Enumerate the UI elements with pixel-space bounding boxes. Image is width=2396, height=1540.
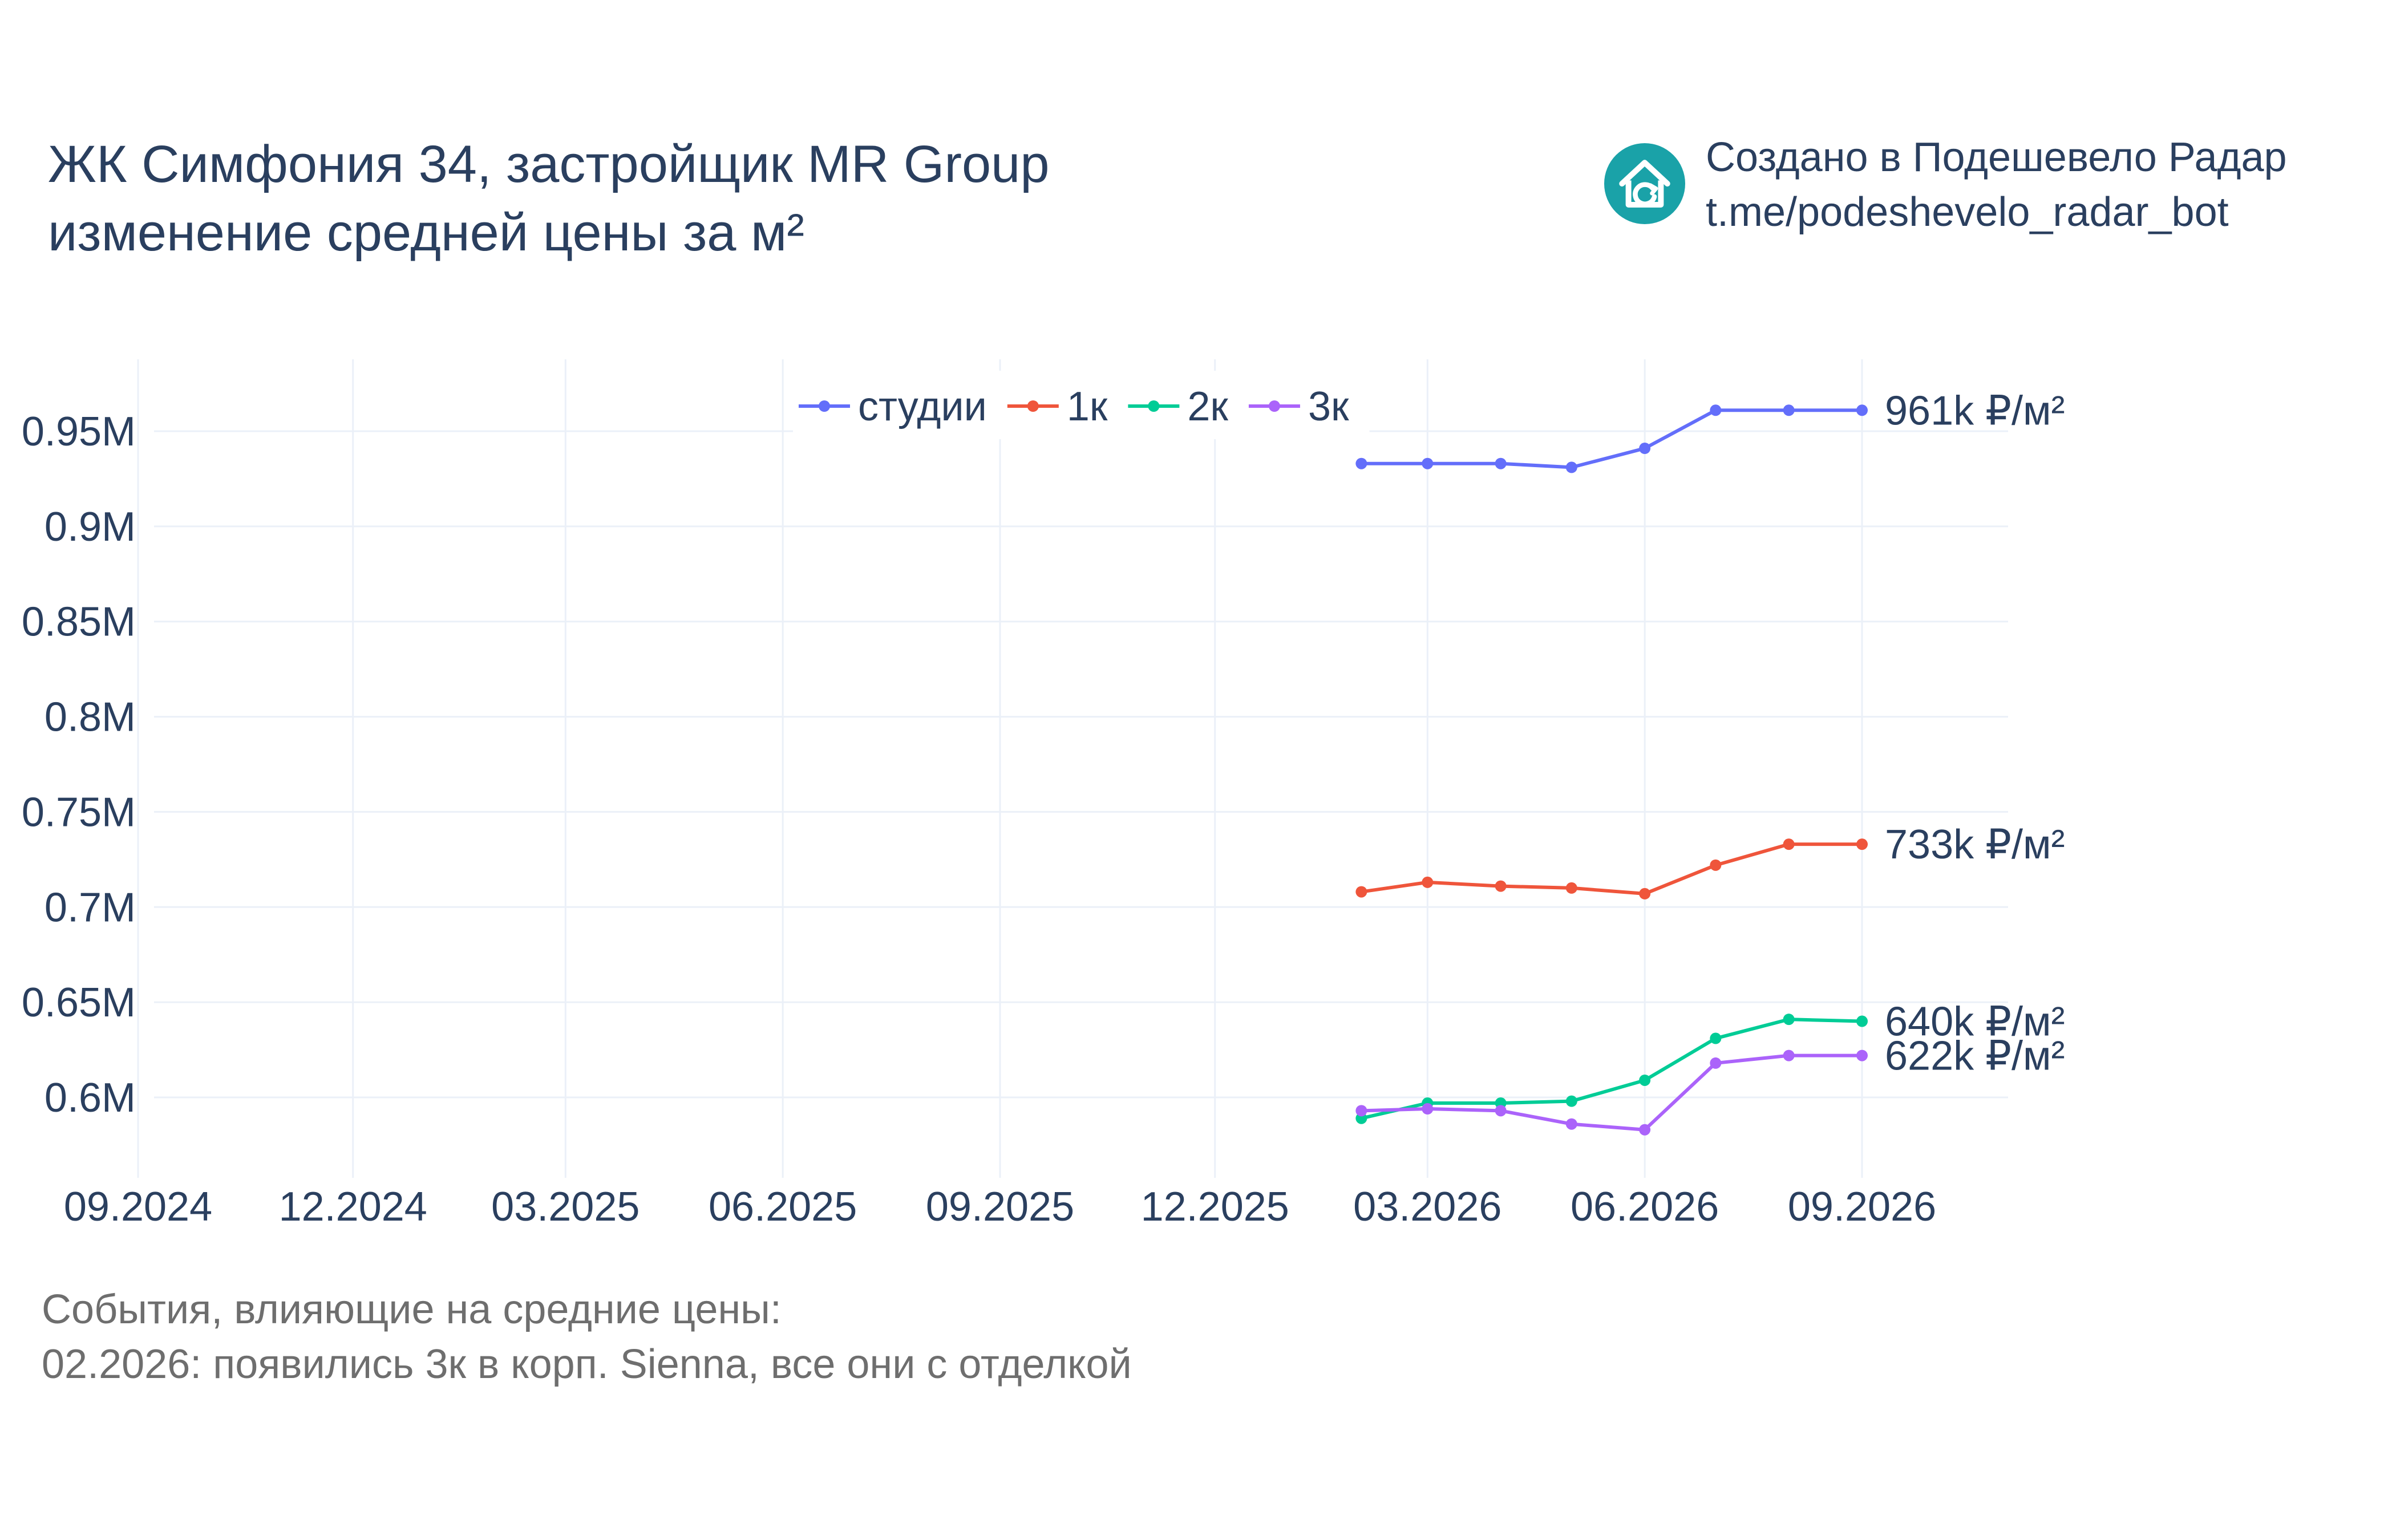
data-point [1565, 1118, 1577, 1130]
data-point [1783, 838, 1795, 850]
x-tick-label: 12.2024 [279, 1184, 427, 1230]
data-point [1422, 876, 1434, 888]
credit-block: Создано в Подешевело Радар t.me/podeshev… [1706, 130, 2287, 240]
series-line-0 [1361, 408, 1862, 469]
data-point [1856, 404, 1868, 416]
data-point [1565, 1095, 1577, 1107]
data-point [1856, 1049, 1868, 1061]
y-tick-label: 0.85M [22, 599, 136, 645]
x-tick-label: 06.2025 [709, 1184, 857, 1230]
y-tick-label: 0.9M [44, 504, 136, 550]
grid-layer [137, 359, 2008, 1178]
house-logo-icon [1604, 143, 1685, 224]
legend-item-label: 2к [1187, 384, 1228, 429]
data-point [1856, 1015, 1868, 1027]
series-line-3 [1361, 1053, 1862, 1132]
axis-layer: 09.2024 12.2024 03.2025 06.2025 09.2025 12.20… [22, 409, 1936, 1230]
data-point [1639, 443, 1651, 455]
credit-link[interactable]: t.me/podeshevelo_radar_bot [1706, 189, 2229, 235]
data-point [1355, 1105, 1367, 1117]
legend-swatch-marker [1027, 400, 1039, 412]
end-label: 961k ₽/м² [1885, 388, 2065, 433]
data-point [1639, 887, 1651, 899]
data-point [1495, 880, 1507, 892]
y-tick-label: 0.6M [44, 1075, 136, 1121]
data-point [1422, 457, 1434, 469]
data-point [1710, 859, 1722, 871]
y-tick-label: 0.65M [22, 980, 136, 1026]
legend-swatch-marker [819, 400, 830, 412]
y-tick-label: 0.75M [22, 789, 136, 835]
series-line-1 [1361, 842, 1862, 895]
series-layer [1355, 404, 1868, 1136]
y-tick-label: 0.95M [22, 409, 136, 455]
data-point [1639, 1124, 1651, 1136]
data-point [1495, 457, 1507, 469]
chart-title-line: ЖК Симфония 34, застройщик MR Group [48, 135, 1050, 193]
data-point [1856, 838, 1868, 850]
series-line-2 [1361, 1018, 1863, 1120]
y-tick-label: 0.8M [44, 695, 136, 740]
data-point [1710, 404, 1722, 416]
chart-subtitle-line: изменение средней цены за м² [48, 204, 804, 262]
event-item: 02.2026: появились 3к в корп. Sienna, вс… [42, 1342, 1132, 1387]
legend-item-label: 1к [1067, 384, 1108, 429]
legend-item-label: 3к [1308, 384, 1349, 429]
data-point [1355, 457, 1367, 469]
chart-title: ЖК Симфония 34, застройщик MR Group изме… [48, 130, 1417, 267]
end-label: 622k ₽/м² [1885, 1034, 2065, 1079]
x-tick-label: 09.2026 [1788, 1184, 1936, 1230]
data-point [1710, 1057, 1722, 1069]
data-point [1783, 1049, 1795, 1061]
x-tick-label: 06.2026 [1571, 1184, 1719, 1230]
data-point [1422, 1103, 1434, 1115]
data-point [1639, 1074, 1651, 1086]
events-heading: События, влияющие на средние цены: [42, 1287, 782, 1332]
credit-line: Создано в Подешевело Радар [1706, 135, 2287, 180]
y-tick-label: 0.7M [44, 885, 136, 930]
data-point [1783, 404, 1795, 416]
legend: студии 1к 2к 3к [793, 371, 1370, 439]
data-point [1710, 1032, 1722, 1044]
data-point [1495, 1105, 1507, 1117]
end-label: 733k ₽/м² [1885, 822, 2065, 868]
legend-item-label: студии [858, 384, 987, 429]
x-tick-label: 12.2025 [1141, 1184, 1289, 1230]
legend-swatch-marker [1268, 400, 1280, 412]
data-point [1565, 882, 1577, 894]
events-note: События, влияющие на средние цены: 02.20… [42, 1282, 1132, 1392]
x-tick-label: 03.2025 [491, 1184, 640, 1230]
data-point [1783, 1014, 1795, 1026]
x-tick-label: 09.2024 [64, 1184, 212, 1230]
legend-swatch-marker [1148, 400, 1160, 412]
data-point [1355, 886, 1367, 898]
x-tick-label: 03.2026 [1353, 1184, 1501, 1230]
data-point [1565, 461, 1577, 473]
end-label: 640k ₽/м² [1885, 999, 2065, 1045]
x-tick-label: 09.2025 [926, 1184, 1074, 1230]
